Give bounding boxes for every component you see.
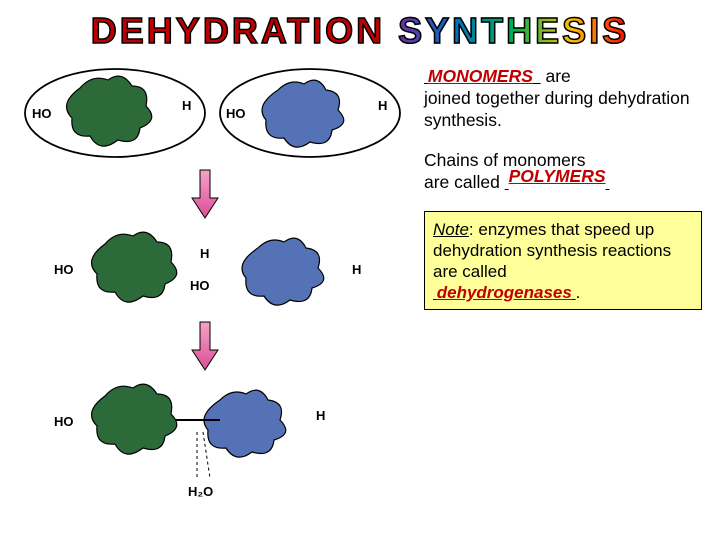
note-after: . <box>576 283 581 302</box>
blank-underline-2b <box>606 172 610 192</box>
label-ho-2b: HO <box>190 278 210 293</box>
answer-monomers: MONOMERS <box>428 66 533 86</box>
paragraph-1: MONOMERS are joined together during dehy… <box>424 66 702 132</box>
content-row: HO H HO H HO H HO H <box>0 58 720 528</box>
title-word-2: SYNTHESIS <box>398 10 629 51</box>
arrow-1 <box>190 168 220 220</box>
answer-polymers: POLYMERS <box>509 166 606 186</box>
label-h-3: H <box>316 408 325 423</box>
label-h-1a: H <box>182 98 191 113</box>
answer-dehydrogenases: dehydrogenases <box>437 283 572 302</box>
label-h-2a: H <box>200 246 209 261</box>
p1-rest1: are <box>541 66 571 86</box>
paragraph-2: Chains of monomers are called POLYMERS <box>424 150 702 194</box>
label-ho-3: HO <box>54 414 74 429</box>
note-label: Note <box>433 220 469 239</box>
label-ho-1a: HO <box>32 106 52 121</box>
stage-2: HO H HO H <box>10 218 410 328</box>
label-h-1b: H <box>378 98 387 113</box>
note-box: Note: enzymes that speed up dehydration … <box>424 211 702 310</box>
label-h-2b: H <box>352 262 361 277</box>
diagram-panel: HO H HO H HO H HO H <box>0 58 420 528</box>
arrow-2 <box>190 320 220 372</box>
label-h2o: H₂O <box>188 484 213 499</box>
label-ho-2a: HO <box>54 262 74 277</box>
title-word-1: DEHYDRATION <box>91 10 385 51</box>
p2-line2a: are called <box>424 172 505 192</box>
stage-3: HO H H₂O <box>10 370 410 520</box>
label-ho-1b: HO <box>226 106 246 121</box>
page-title: DEHYDRATION SYNTHESIS <box>0 0 720 58</box>
note-body: : enzymes that speed up dehydration synt… <box>433 220 671 280</box>
text-panel: MONOMERS are joined together during dehy… <box>420 58 710 528</box>
stage-1: HO H HO H <box>10 58 410 178</box>
p1-rest2: joined together during dehydration synth… <box>424 88 690 130</box>
blank-underline-1b <box>533 66 541 86</box>
